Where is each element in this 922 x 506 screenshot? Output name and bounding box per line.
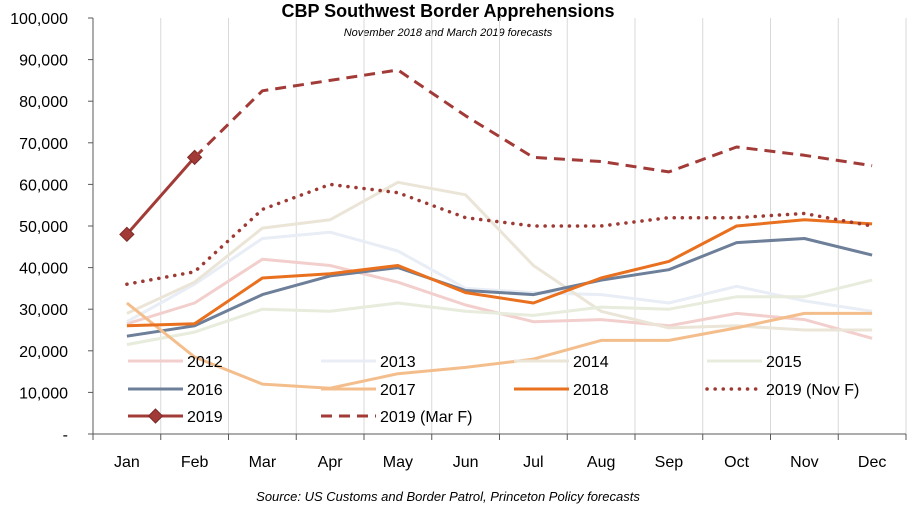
series-line <box>125 182 874 286</box>
legend-label: 2014 <box>573 354 609 371</box>
y-tick-label: 40,000 <box>19 261 68 278</box>
legend: 2012 2013 2014 2015 2016 2017 2018 2019 (Nov F)… <box>128 354 859 426</box>
chart-subtitle: November 2018 and March 2019 forecasts <box>344 27 553 39</box>
data-point <box>119 226 135 243</box>
legend-label: 2019 <box>187 409 223 426</box>
x-tick-label: Mar <box>249 454 277 471</box>
series-line <box>126 218 873 328</box>
x-tick-label: Jul <box>523 454 543 471</box>
series-2016 <box>126 237 873 338</box>
x-tick-label: Jun <box>453 454 479 471</box>
x-tick-label: Aug <box>587 454 615 471</box>
y-tick-label: 90,000 <box>19 53 68 70</box>
series-2018 <box>126 218 873 328</box>
y-tick-label: - <box>63 427 68 444</box>
x-tick-label: Oct <box>724 454 749 471</box>
y-tick-label: 70,000 <box>19 136 68 153</box>
legend-label: 2019 (Mar F) <box>380 409 472 426</box>
legend-entry: 2018 <box>514 382 609 399</box>
x-tick-label: Dec <box>858 454 886 471</box>
chart-title: CBP Southwest Border Apprehensions <box>281 1 614 21</box>
x-tick-label: Jan <box>114 454 140 471</box>
legend-entry: 2016 <box>128 382 223 399</box>
series-2019-nov-f <box>125 182 874 286</box>
legend-entry: 2019 (Mar F) <box>321 409 472 426</box>
legend-marker <box>147 408 164 424</box>
legend-entry: 2019 <box>128 408 223 426</box>
chart-source: Source: US Customs and Border Patrol, Pr… <box>256 489 640 504</box>
series-line <box>126 278 873 347</box>
legend-entry: 2015 <box>707 354 802 371</box>
legend-entry: 2014 <box>514 354 609 371</box>
legend-label: 2013 <box>380 354 416 371</box>
legend-label: 2015 <box>766 354 802 371</box>
legend-entry: 2013 <box>321 354 416 371</box>
y-tick-label: 30,000 <box>19 302 68 319</box>
x-tick-label: May <box>383 454 413 471</box>
y-tick-label: 100,000 <box>10 11 68 28</box>
y-tick-label: 20,000 <box>19 344 68 361</box>
x-axis-ticks: Jan Feb Mar Apr May Jun Jul Aug Sep Oct Nov Dec <box>92 434 907 471</box>
gridlines <box>92 18 907 434</box>
series-line <box>126 230 873 324</box>
x-tick-label: Nov <box>790 454 818 471</box>
y-tick-label: 10,000 <box>19 385 68 402</box>
legend-label: 2019 (Nov F) <box>766 382 859 399</box>
series-lines <box>119 68 874 390</box>
legend-label: 2016 <box>187 382 223 399</box>
legend-entry: 2019 (Nov F) <box>705 382 859 399</box>
y-tick-label: 50,000 <box>19 219 68 236</box>
x-tick-label: Apr <box>318 454 344 471</box>
y-axis-ticks: - 10,000 20,000 30,000 40,000 50,000 60,000 70,… <box>10 11 93 444</box>
x-tick-label: Sep <box>655 454 684 471</box>
legend-label: 2017 <box>380 382 416 399</box>
series-line <box>125 156 196 236</box>
series-2017 <box>125 301 873 390</box>
y-tick-label: 80,000 <box>19 94 68 111</box>
series-line <box>126 237 873 338</box>
legend-label: 2018 <box>573 382 609 399</box>
legend-entry: 2012 <box>128 354 223 371</box>
x-tick-label: Feb <box>181 454 209 471</box>
legend-label: 2012 <box>187 354 223 371</box>
series-line <box>125 301 873 390</box>
legend-entry: 2017 <box>321 382 416 399</box>
series-2015 <box>126 278 873 347</box>
series-2013 <box>126 230 873 324</box>
y-tick-label: 60,000 <box>19 177 68 194</box>
